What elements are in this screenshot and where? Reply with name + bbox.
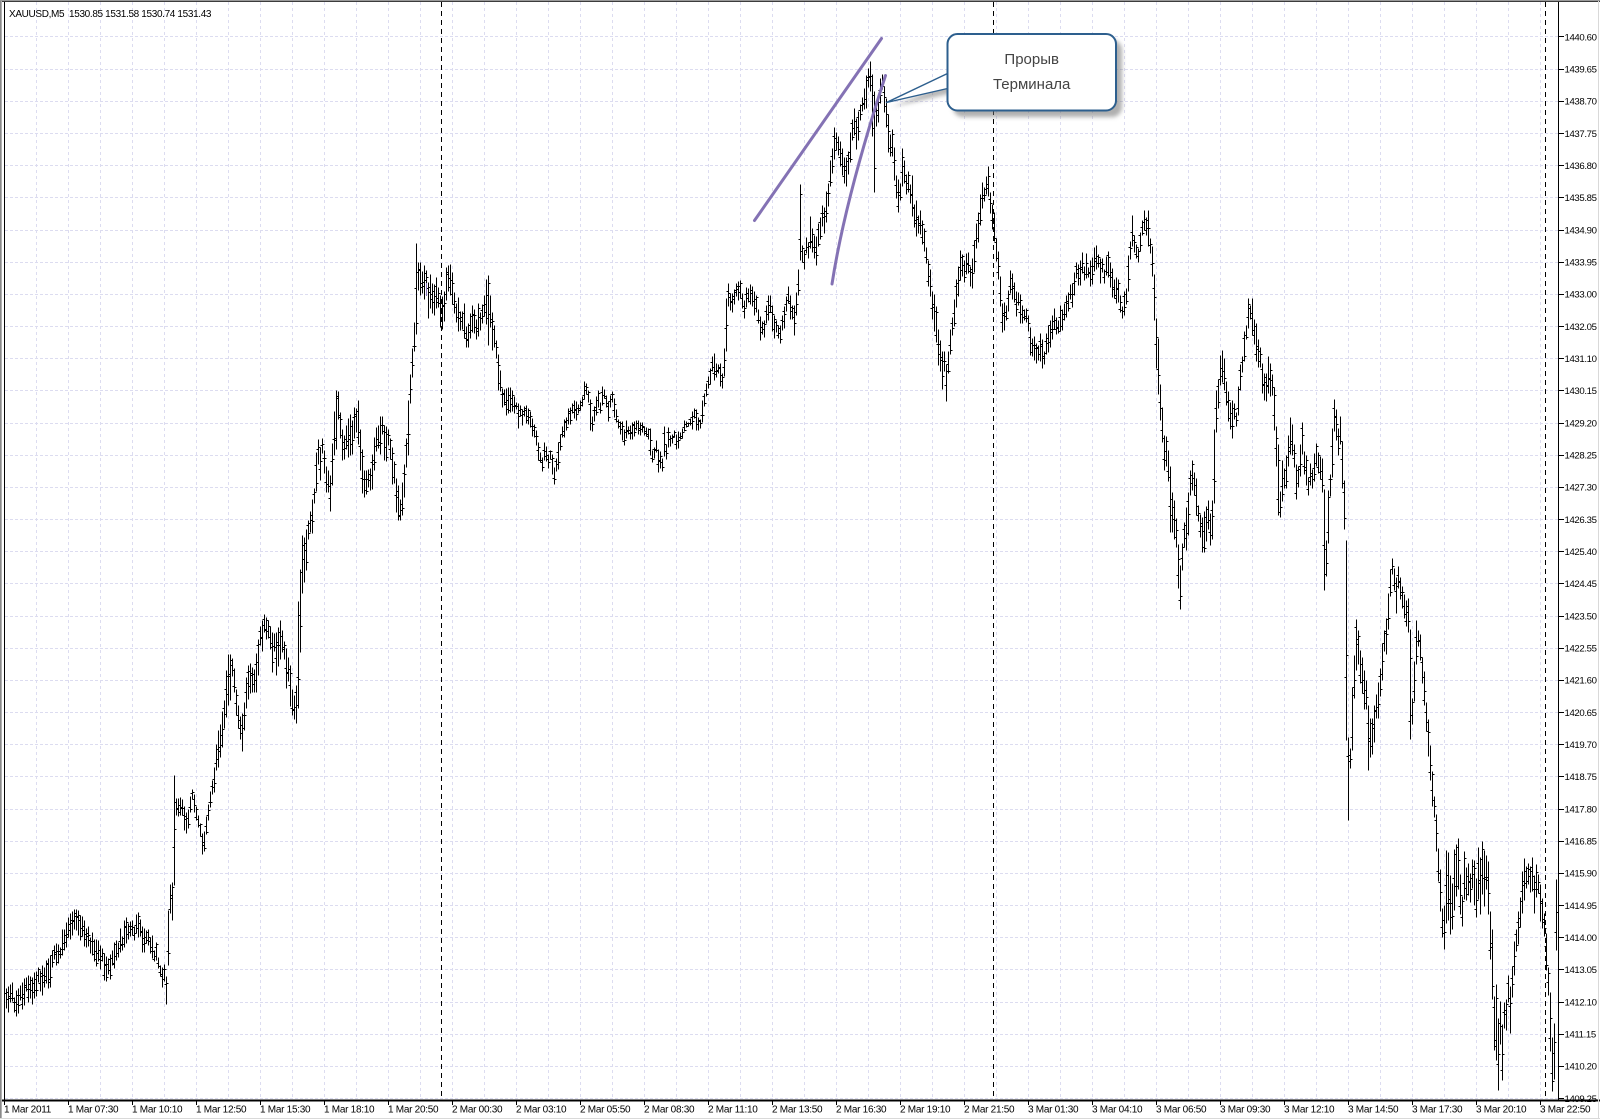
svg-text:3 Mar 06:50: 3 Mar 06:50 <box>1156 1105 1207 1116</box>
svg-text:1436.80: 1436.80 <box>1565 161 1597 172</box>
svg-text:3 Mar 20:10: 3 Mar 20:10 <box>1476 1105 1527 1116</box>
svg-text:1428.25: 1428.25 <box>1565 451 1597 462</box>
svg-text:1415.90: 1415.90 <box>1565 869 1597 880</box>
svg-text:1416.85: 1416.85 <box>1565 837 1597 848</box>
svg-text:3 Mar 14:50: 3 Mar 14:50 <box>1348 1105 1399 1116</box>
svg-text:1413.05: 1413.05 <box>1565 965 1597 976</box>
svg-text:1424.45: 1424.45 <box>1565 579 1597 590</box>
svg-text:1 Mar 12:50: 1 Mar 12:50 <box>196 1105 247 1116</box>
svg-text:1434.90: 1434.90 <box>1565 225 1597 236</box>
svg-text:1409.25: 1409.25 <box>1565 1094 1597 1105</box>
svg-text:2 Mar 13:50: 2 Mar 13:50 <box>772 1105 823 1116</box>
svg-text:1423.50: 1423.50 <box>1565 611 1597 622</box>
svg-text:1419.70: 1419.70 <box>1565 740 1597 751</box>
svg-text:Терминала: Терминала <box>993 76 1071 93</box>
svg-text:2 Mar 08:30: 2 Mar 08:30 <box>644 1105 695 1116</box>
svg-text:1437.75: 1437.75 <box>1565 129 1597 140</box>
svg-text:1411.15: 1411.15 <box>1565 1030 1596 1041</box>
svg-text:2 Mar 19:10: 2 Mar 19:10 <box>900 1105 951 1116</box>
svg-text:3 Mar 12:10: 3 Mar 12:10 <box>1284 1105 1335 1116</box>
svg-text:2 Mar 11:10: 2 Mar 11:10 <box>708 1105 758 1116</box>
svg-text:2 Mar 05:50: 2 Mar 05:50 <box>580 1105 631 1116</box>
svg-text:1433.00: 1433.00 <box>1565 290 1597 301</box>
svg-text:1410.20: 1410.20 <box>1565 1062 1597 1073</box>
svg-text:1414.95: 1414.95 <box>1565 901 1597 912</box>
svg-text:1417.80: 1417.80 <box>1565 804 1597 815</box>
svg-text:1 Mar 20:50: 1 Mar 20:50 <box>388 1105 439 1116</box>
svg-text:1426.35: 1426.35 <box>1565 515 1597 526</box>
svg-text:2 Mar 00:30: 2 Mar 00:30 <box>452 1105 503 1116</box>
svg-text:1 Mar 07:30: 1 Mar 07:30 <box>68 1105 119 1116</box>
svg-text:1421.60: 1421.60 <box>1565 676 1597 687</box>
svg-text:1420.65: 1420.65 <box>1565 708 1597 719</box>
svg-text:1 Mar 18:10: 1 Mar 18:10 <box>324 1105 375 1116</box>
svg-text:1425.40: 1425.40 <box>1565 547 1597 558</box>
svg-text:1427.30: 1427.30 <box>1565 483 1597 494</box>
svg-text:XAUUSD,M5 1530.85 1531.58 153: XAUUSD,M5 1530.85 1531.58 1530.74 1531.4… <box>9 9 212 20</box>
svg-text:1429.20: 1429.20 <box>1565 418 1597 429</box>
svg-text:2 Mar 21:50: 2 Mar 21:50 <box>964 1105 1015 1116</box>
svg-text:3 Mar 01:30: 3 Mar 01:30 <box>1028 1105 1079 1116</box>
svg-text:2 Mar 03:10: 2 Mar 03:10 <box>516 1105 567 1116</box>
svg-text:3 Mar 04:10: 3 Mar 04:10 <box>1092 1105 1143 1116</box>
svg-text:1412.10: 1412.10 <box>1565 997 1597 1008</box>
svg-text:1440.60: 1440.60 <box>1565 32 1597 43</box>
svg-text:1430.15: 1430.15 <box>1565 386 1597 397</box>
svg-text:Прорыв: Прорыв <box>1004 51 1059 68</box>
svg-text:1438.70: 1438.70 <box>1565 97 1597 108</box>
svg-text:1431.10: 1431.10 <box>1565 354 1597 365</box>
svg-text:1422.55: 1422.55 <box>1565 644 1597 655</box>
svg-text:3 Mar 17:30: 3 Mar 17:30 <box>1412 1105 1463 1116</box>
svg-text:1 Mar 10:10: 1 Mar 10:10 <box>132 1105 183 1116</box>
svg-text:2 Mar 16:30: 2 Mar 16:30 <box>836 1105 887 1116</box>
svg-text:1414.00: 1414.00 <box>1565 933 1597 944</box>
svg-text:1 Mar 2011: 1 Mar 2011 <box>4 1105 52 1116</box>
svg-text:1435.85: 1435.85 <box>1565 193 1597 204</box>
svg-text:3 Mar 09:30: 3 Mar 09:30 <box>1220 1105 1271 1116</box>
svg-text:1 Mar 15:30: 1 Mar 15:30 <box>260 1105 311 1116</box>
svg-text:1418.75: 1418.75 <box>1565 772 1597 783</box>
svg-text:3 Mar 22:50: 3 Mar 22:50 <box>1540 1105 1591 1116</box>
svg-text:1432.05: 1432.05 <box>1565 322 1597 333</box>
svg-text:1439.65: 1439.65 <box>1565 65 1597 76</box>
svg-text:1433.95: 1433.95 <box>1565 258 1597 269</box>
